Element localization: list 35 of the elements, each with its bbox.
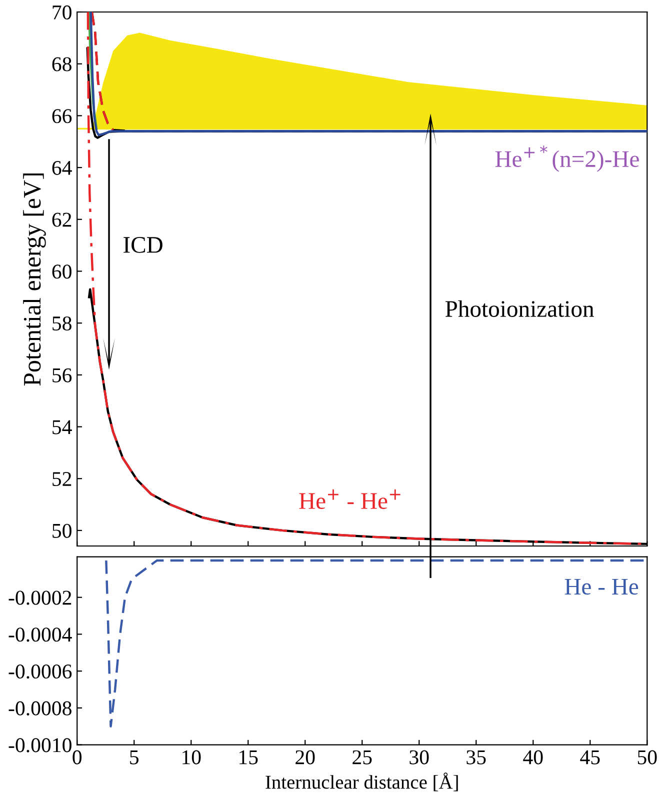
y-tick-label: 58 [52,316,72,330]
x-tick-label: 0 [72,750,82,764]
y-tick-label: -0.0010 [8,738,72,752]
y-tick-label: -0.0004 [8,628,72,642]
x-tick-label: 25 [352,750,372,764]
x-tick-label: 15 [240,750,258,764]
y-tick-label: 64 [52,160,72,175]
annotation: ICD [124,237,162,253]
x-tick-label: 5 [130,750,138,764]
line-series [88,12,98,130]
y-tick-label: 54 [52,420,72,434]
y-tick-label: -0.0006 [8,664,72,679]
y-tick-label: 66 [52,109,72,124]
x-tick-label: 50 [638,750,657,764]
annotation: He - He [564,578,638,595]
y-tick-label: 60 [52,264,72,279]
y-tick-label: 68 [52,57,72,72]
y-axis-title: Potential energy [eV] [23,173,46,386]
y-tick-label: -0.0008 [8,701,72,716]
y-tick-label: 50 [52,524,72,538]
y-tick-label: 56 [52,368,72,382]
x-tick-label: 45 [580,750,600,764]
x-tick-label: 35 [466,750,486,764]
x-tick-label: 40 [523,750,543,764]
x-tick-label: 30 [410,750,429,764]
x-tick-label: 10 [182,750,201,764]
x-axis-title: Internuclear distance [Å] [266,772,458,792]
x-tick-label: 20 [296,750,315,764]
annotation: He$^{+*}$(n=2)-He [495,146,639,172]
y-tick-label: 62 [52,212,72,227]
y-tick-label: 70 [52,5,72,20]
annotation: Photoionization [445,300,594,317]
y-tick-label: -0.0002 [8,590,72,605]
y-tick-label: 52 [52,472,72,486]
annotation: He$^{+}$ - He$^{+}$ [299,489,400,509]
